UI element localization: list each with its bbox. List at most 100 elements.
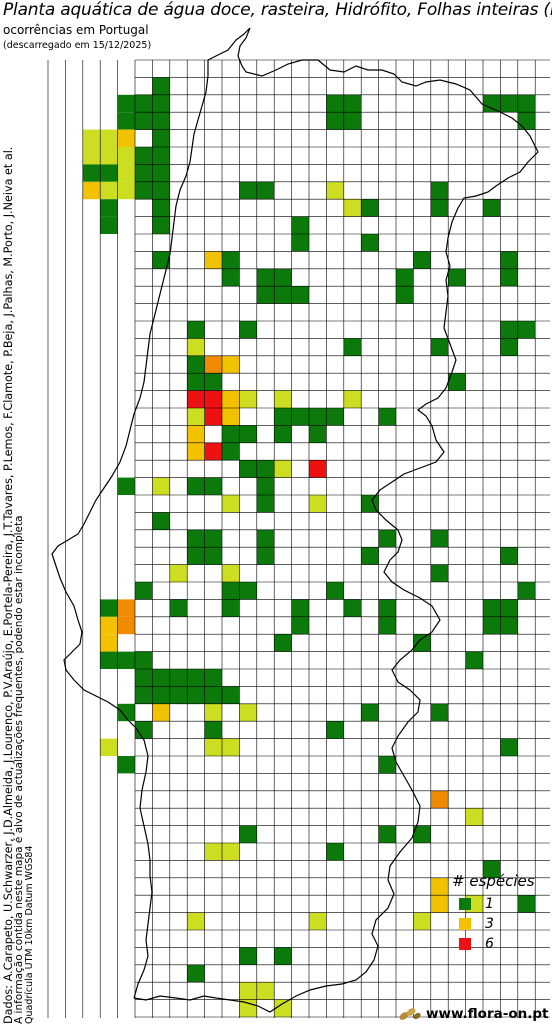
occurrence-cell <box>222 495 240 513</box>
legend-swatch-1 <box>459 898 471 910</box>
occurrence-cell <box>274 460 292 478</box>
occurrence-cell <box>117 651 135 669</box>
occurrence-cell <box>430 703 449 722</box>
occurrence-cell <box>117 164 135 182</box>
occurrence-cell <box>239 425 257 443</box>
north-border-line <box>207 27 539 209</box>
occurrence-cell <box>413 251 431 269</box>
map-subtitle: ocorrências em Portugal <box>3 23 149 37</box>
occurrence-cell <box>396 286 414 304</box>
occurrence-cell <box>343 199 362 217</box>
occurrence-cell <box>343 94 362 113</box>
occurrence-cell <box>100 181 118 200</box>
occurrence-cell <box>100 147 118 165</box>
occurrence-cell <box>152 112 170 130</box>
occurrence-cell <box>152 147 170 165</box>
portugal-border <box>51 27 539 1013</box>
occurrence-cell <box>204 547 222 565</box>
occurrence-cell <box>326 408 344 426</box>
occurrence-cell <box>239 321 257 339</box>
occurrence-cell <box>222 390 240 408</box>
flora-on-link[interactable]: www.flora-on.pt <box>398 1005 548 1023</box>
occurrence-cell <box>256 477 275 495</box>
occurrence-cell <box>483 860 501 878</box>
occurrence-cell <box>500 616 518 635</box>
occurrence-cell <box>378 599 396 617</box>
occurrence-cell <box>100 199 118 217</box>
occurrence-cell <box>291 216 309 234</box>
occurrence-cell <box>100 634 118 652</box>
occurrence-cell <box>152 477 170 495</box>
occurrence-cell <box>500 268 518 287</box>
occurrence-cell <box>135 669 153 687</box>
legend: # espécies 1 3 6 <box>452 872 552 954</box>
occurrence-cell <box>256 982 275 1000</box>
occurrence-cell <box>256 529 275 548</box>
occurrence-cell <box>239 825 257 843</box>
occurrence-cell <box>152 669 170 687</box>
occurrence-cell <box>517 94 536 113</box>
occurrence-cell <box>222 268 240 287</box>
occurrence-cell <box>222 251 240 269</box>
occurrence-cell <box>256 268 275 287</box>
east-border-line <box>341 207 459 985</box>
occurrence-cell <box>256 181 275 200</box>
occurrence-cell <box>343 599 362 617</box>
occurrence-cell <box>291 408 309 426</box>
occurrence-cell <box>256 495 275 513</box>
occurrence-cell <box>430 564 449 582</box>
occurrence-cell <box>239 703 257 722</box>
occurrence-cell <box>117 129 135 147</box>
legend-item-6: 6 <box>459 934 552 954</box>
occurrence-cell <box>187 686 205 704</box>
occurrence-cell <box>135 94 153 113</box>
occurrence-cell <box>187 425 205 443</box>
occurrence-cell <box>274 634 292 652</box>
occurrence-cell <box>187 355 205 374</box>
occurrence-cell <box>274 408 292 426</box>
occurrence-cell <box>378 529 396 548</box>
occurrence-cell <box>465 651 483 669</box>
occurrence-cell <box>187 338 205 356</box>
occurrence-cell <box>187 373 205 391</box>
occurrence-cell <box>204 390 222 408</box>
occurrence-cell <box>100 216 118 234</box>
occurrence-cell <box>187 442 205 461</box>
occurrence-cell <box>430 199 449 217</box>
credits-grid-info: Quadrícula UTM 10km Datum WGS84 <box>24 845 35 1025</box>
occurrence-cell <box>500 338 518 356</box>
occurrence-cell <box>204 442 222 461</box>
occurrence-cell <box>413 634 431 652</box>
occurrence-cell <box>500 547 518 565</box>
occurrence-cell <box>152 94 170 113</box>
occurrence-cell <box>169 599 188 617</box>
occurrence-cell <box>413 912 431 930</box>
occurrence-cell <box>169 686 188 704</box>
occurrence-cell <box>135 686 153 704</box>
occurrence-cell <box>152 686 170 704</box>
occurrence-cell <box>100 164 118 182</box>
occurrence-cell <box>82 129 101 147</box>
occurrence-cell <box>326 843 344 861</box>
occurrence-cell <box>256 547 275 565</box>
occurrence-cell <box>309 408 327 426</box>
occurrence-cell <box>204 373 222 391</box>
occurrence-cell <box>117 756 135 774</box>
occurrence-cell <box>239 181 257 200</box>
occurrence-cell <box>500 321 518 339</box>
occurrence-cell <box>169 669 188 687</box>
occurrence-cell <box>309 425 327 443</box>
occurrence-cell <box>117 147 135 165</box>
occurrence-cell <box>256 286 275 304</box>
occurrence-cell <box>82 181 101 200</box>
occurrence-cell <box>430 895 449 913</box>
occurrence-cell <box>187 669 205 687</box>
flora-on-leaf-icon <box>399 1008 421 1020</box>
occurrence-cell <box>222 408 240 426</box>
occurrence-cell <box>82 147 101 165</box>
occurrence-cell <box>430 877 449 896</box>
occurrence-cell <box>326 582 344 600</box>
occurrence-cell <box>187 408 205 426</box>
occurrence-cell <box>343 390 362 408</box>
